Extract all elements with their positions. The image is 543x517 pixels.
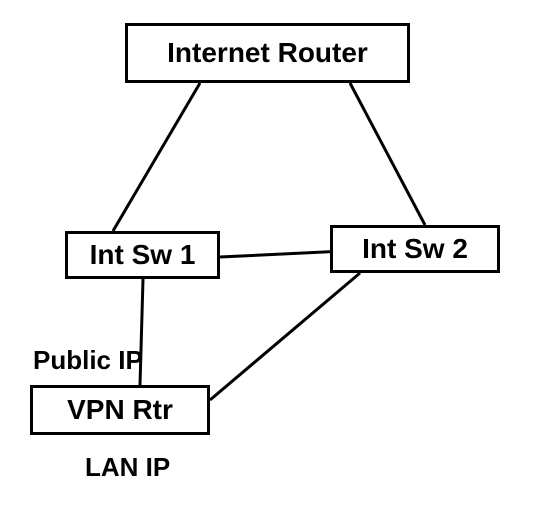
node-label: Internet Router	[167, 37, 368, 69]
node-int-sw-1: Int Sw 1	[65, 231, 220, 279]
node-label: Int Sw 2	[362, 233, 468, 265]
label-text: LAN IP	[85, 452, 170, 482]
node-int-sw-2: Int Sw 2	[330, 225, 500, 273]
edge-router-sw2	[350, 83, 425, 225]
node-label: VPN Rtr	[67, 394, 173, 426]
label-text: Public IP	[33, 345, 143, 375]
label-lan-ip: LAN IP	[85, 452, 170, 483]
label-public-ip: Public IP	[33, 345, 143, 376]
edge-sw1-sw2	[220, 251, 345, 257]
node-label: Int Sw 1	[90, 239, 196, 271]
node-internet-router: Internet Router	[125, 23, 410, 83]
network-diagram: Internet Router Int Sw 1 Int Sw 2 VPN Rt…	[0, 0, 543, 517]
edge-sw2-vpn	[210, 273, 360, 400]
edge-router-sw1	[113, 83, 200, 231]
node-vpn-rtr: VPN Rtr	[30, 385, 210, 435]
